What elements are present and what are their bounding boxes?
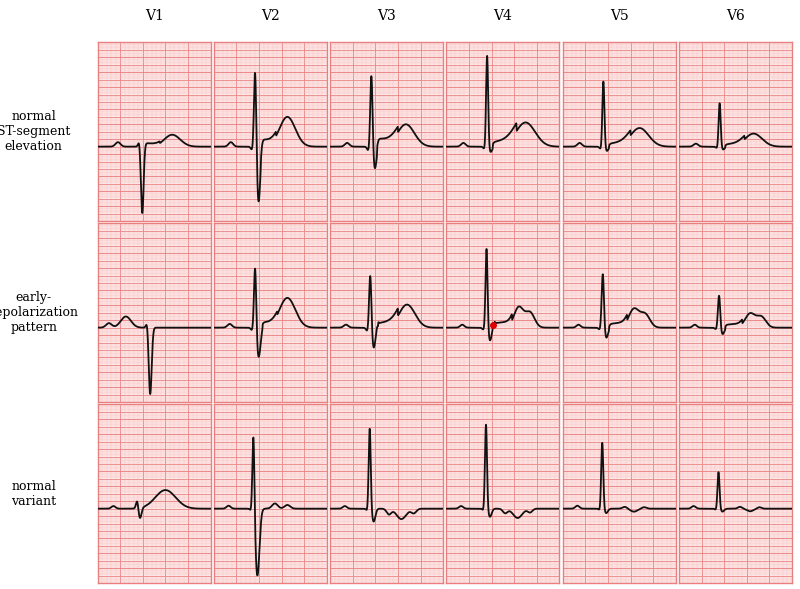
Text: V5: V5 — [610, 9, 629, 24]
Text: V2: V2 — [261, 9, 280, 24]
Text: V1: V1 — [145, 9, 163, 24]
Text: normal
ST-segment
elevation: normal ST-segment elevation — [0, 110, 70, 153]
Text: early-
repolarization
pattern: early- repolarization pattern — [0, 291, 78, 335]
Text: V4: V4 — [494, 9, 512, 24]
Text: V3: V3 — [378, 9, 396, 24]
Text: V6: V6 — [726, 9, 745, 24]
Text: normal
variant: normal variant — [11, 480, 56, 508]
